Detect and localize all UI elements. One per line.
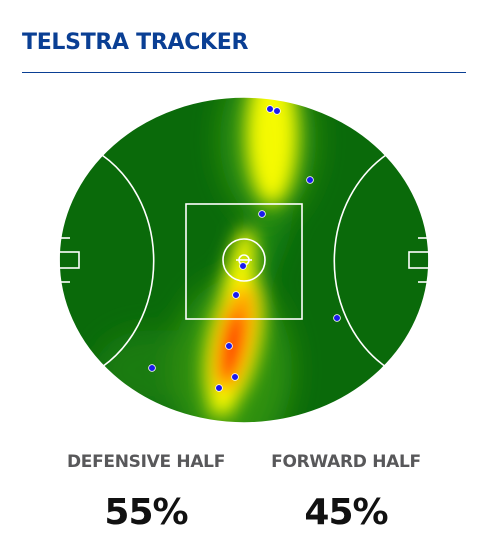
forward-half-stat: FORWARD HALF 45% [251, 452, 441, 533]
defensive-half-label: DEFENSIVE HALF [66, 452, 226, 472]
position-dot [148, 364, 156, 372]
right-goal-square [408, 251, 430, 269]
position-dot [239, 262, 247, 270]
heatmap-pitch [0, 80, 488, 440]
position-dot [215, 384, 223, 392]
position-dot [333, 314, 341, 322]
position-dot [273, 107, 281, 115]
centre-circle [222, 238, 266, 282]
position-dot [225, 342, 233, 350]
pitch-svg [58, 96, 430, 424]
right-50m-arc [333, 154, 387, 368]
title-divider [22, 72, 466, 73]
defensive-half-stat: DEFENSIVE HALF 55% [51, 452, 241, 533]
forward-half-label: FORWARD HALF [271, 452, 421, 472]
position-dot [306, 176, 314, 184]
position-dots [148, 105, 341, 392]
position-dot [258, 210, 266, 218]
pitch-markings [58, 96, 430, 424]
centre-square [185, 203, 303, 320]
position-dot [231, 373, 239, 381]
page-title: TELSTRA TRACKER [22, 30, 249, 55]
position-dot [232, 291, 240, 299]
forward-half-value: 45% [304, 492, 388, 533]
left-50m-arc [101, 154, 155, 368]
defensive-half-value: 55% [104, 492, 188, 533]
left-goal-square [58, 251, 80, 269]
heatmap-layer [95, 97, 316, 423]
position-dot [266, 105, 274, 113]
